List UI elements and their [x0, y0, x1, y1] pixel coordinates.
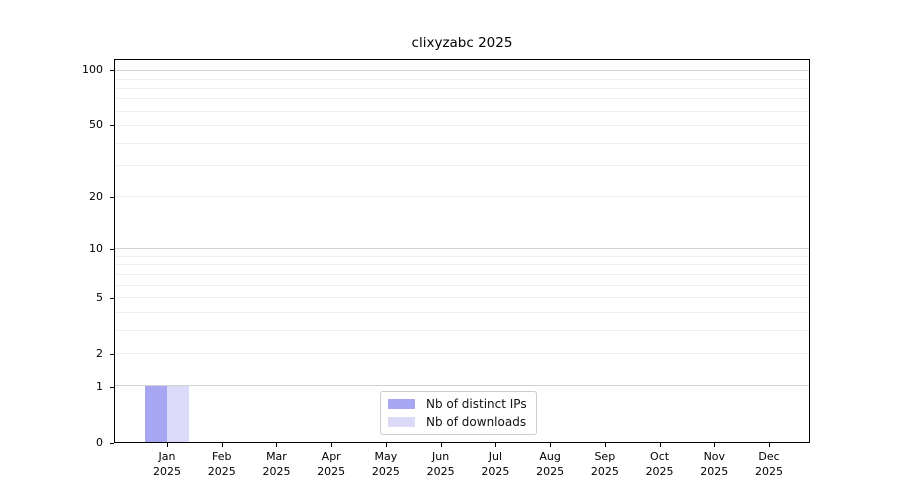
x-tick-month: Nov — [703, 450, 726, 463]
y-tick-mark — [110, 386, 114, 388]
chart-title: clixyzabc 2025 — [411, 35, 513, 51]
gridline-minor — [115, 297, 809, 299]
x-tick-month: Sep — [594, 450, 616, 463]
y-tick-mark — [110, 69, 114, 71]
x-tick-month: Mar — [266, 450, 287, 463]
x-tick-label: Feb 2025 — [190, 449, 254, 479]
gridline-major — [115, 70, 809, 72]
x-tick-year: 2025 — [536, 465, 565, 478]
gridline-minor — [115, 284, 809, 286]
x-tick-month: Dec — [758, 450, 780, 463]
x-tick-year: 2025 — [371, 465, 400, 478]
x-tick-label: Jun 2025 — [409, 449, 473, 479]
gridline-minor — [115, 98, 809, 100]
x-tick-mark — [440, 443, 442, 447]
y-tick-label: 100 — [82, 63, 103, 77]
x-tick-label: Apr 2025 — [299, 449, 363, 479]
legend-swatch — [388, 399, 415, 409]
y-tick-mark — [110, 248, 114, 250]
x-tick-mark — [331, 443, 333, 447]
x-tick-label: Jan 2025 — [135, 449, 199, 479]
gridline-minor — [115, 125, 809, 127]
x-tick-label: Nov 2025 — [682, 449, 746, 479]
x-tick-year: 2025 — [645, 465, 674, 478]
x-tick-year: 2025 — [590, 465, 619, 478]
y-tick-mark — [110, 353, 114, 355]
x-tick-month: Jan — [158, 450, 176, 463]
bar-downloads — [167, 386, 189, 442]
y-tick-label: 50 — [89, 118, 103, 132]
legend-label: Nb of downloads — [426, 415, 527, 429]
gridline-minor — [115, 165, 809, 167]
legend-item: Nb of downloads — [388, 415, 527, 429]
x-tick-year: 2025 — [481, 465, 510, 478]
x-tick-mark — [714, 443, 716, 447]
gridline-major — [115, 385, 809, 387]
x-tick-year: 2025 — [700, 465, 729, 478]
plot-area: Nb of distinct IPs Nb of downloads — [114, 59, 810, 443]
y-tick-mark — [110, 297, 114, 299]
x-tick-mark — [659, 443, 661, 447]
legend-item: Nb of distinct IPs — [388, 397, 527, 411]
x-tick-label: Mar 2025 — [244, 449, 308, 479]
gridline-minor — [115, 255, 809, 257]
gridline-minor — [115, 110, 809, 112]
gridline-minor — [115, 196, 809, 198]
gridline-minor — [115, 311, 809, 313]
x-tick-year: 2025 — [207, 465, 236, 478]
gridline-minor — [115, 273, 809, 275]
y-tick-mark — [110, 442, 114, 444]
gridline-minor — [115, 78, 809, 80]
x-tick-month: Feb — [211, 450, 232, 463]
x-tick-mark — [769, 443, 771, 447]
x-tick-year: 2025 — [262, 465, 291, 478]
x-tick-month: Jun — [432, 450, 450, 463]
x-tick-label: Dec 2025 — [737, 449, 801, 479]
legend-label: Nb of distinct IPs — [426, 397, 527, 411]
x-tick-mark — [276, 443, 278, 447]
x-tick-year: 2025 — [755, 465, 784, 478]
legend: Nb of distinct IPs Nb of downloads — [380, 391, 537, 435]
x-tick-month: Jul — [488, 450, 503, 463]
y-tick-label: 0 — [96, 436, 103, 449]
x-tick-month: Aug — [539, 450, 561, 463]
y-tick-label: 20 — [89, 190, 103, 204]
gridline-minor — [115, 352, 809, 354]
x-tick-label: Oct 2025 — [628, 449, 692, 479]
gridline-minor — [115, 87, 809, 89]
x-tick-label: Aug 2025 — [518, 449, 582, 479]
bar-distinct-ips — [145, 386, 167, 442]
x-tick-year: 2025 — [426, 465, 455, 478]
gridline-minor — [115, 329, 809, 331]
x-tick-year: 2025 — [153, 465, 181, 478]
y-tick-label: 2 — [96, 347, 103, 361]
x-tick-month: Apr — [321, 450, 341, 463]
y-tick-mark — [110, 196, 114, 198]
x-tick-year: 2025 — [317, 465, 346, 478]
legend-swatch — [388, 417, 415, 427]
gridline-minor — [115, 142, 809, 144]
x-tick-label: Jul 2025 — [463, 449, 527, 479]
x-tick-label: Sep 2025 — [573, 449, 637, 479]
x-tick-mark — [167, 443, 168, 447]
x-tick-month: Oct — [650, 450, 670, 463]
x-tick-mark — [604, 443, 606, 447]
gridline-minor — [115, 264, 809, 266]
x-tick-mark — [385, 443, 387, 447]
y-tick-mark — [110, 124, 114, 126]
gridline-major — [115, 248, 809, 250]
y-tick-label: 5 — [96, 291, 103, 305]
x-tick-mark — [550, 443, 552, 447]
x-tick-mark — [221, 443, 223, 447]
x-tick-mark — [495, 443, 497, 447]
x-tick-month: May — [374, 450, 398, 463]
y-tick-label: 10 — [89, 242, 103, 256]
x-tick-label: May 2025 — [354, 449, 418, 479]
y-tick-label: 1 — [96, 380, 103, 393]
